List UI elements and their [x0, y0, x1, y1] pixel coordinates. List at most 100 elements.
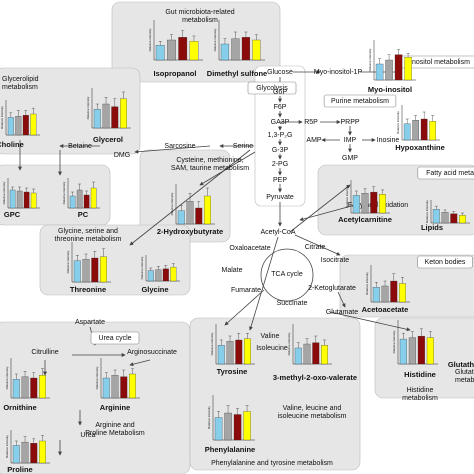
axis-label: Relative intensity [148, 28, 152, 51]
error-bar [188, 193, 192, 202]
error-bar [169, 34, 173, 40]
bar [155, 269, 162, 282]
bar [170, 266, 177, 282]
bar [178, 37, 188, 61]
pathway-label-box [247, 81, 297, 95]
error-bar [401, 277, 405, 284]
pathway-label: Glutath [455, 369, 474, 376]
metabolite-name: Glycine [141, 285, 168, 294]
pathway-node: Acetyl-CoA [260, 229, 295, 236]
error-bar [387, 54, 391, 60]
arrow [329, 311, 411, 332]
bar [426, 337, 434, 365]
metabolite-name: PC [78, 210, 89, 219]
error-bar [32, 372, 36, 378]
axis-label: Relative intensity [95, 366, 99, 389]
error-bar [71, 191, 75, 196]
error-bar [401, 333, 405, 340]
bar [235, 339, 243, 365]
metabolite-name: Glutathi [448, 360, 474, 369]
metabolite-name: Glycerol [93, 135, 123, 144]
bar [321, 345, 328, 365]
pathway-label-box [90, 331, 140, 345]
bar [429, 121, 437, 141]
bar [204, 195, 211, 225]
error-bar [92, 181, 96, 188]
pathway-node: Urea [80, 432, 95, 439]
pathway-node: F6P [274, 104, 287, 111]
metabolite-name: GPC [4, 210, 21, 219]
axis-label: Relative intensity [396, 111, 400, 134]
axis-label: Relative intensity [287, 332, 291, 355]
error-bar [206, 187, 210, 196]
axis-label: Relative intensity [62, 181, 66, 204]
error-bar [246, 333, 250, 339]
pathway-node: R5P [304, 119, 318, 126]
error-bar [32, 188, 36, 193]
pathway-label: Cysteine, methionine, [176, 157, 243, 164]
bar [30, 377, 38, 399]
bar [73, 260, 81, 283]
pathway-node: Sarcosine [164, 143, 195, 150]
bar [432, 209, 440, 224]
bar [30, 113, 37, 136]
bar [399, 283, 406, 303]
pathway-node: AMP [306, 137, 322, 144]
axis-label: Relative intensity [0, 106, 4, 129]
pathway-node: Oxaloacetate [229, 245, 270, 252]
bar [21, 376, 29, 399]
bar [404, 57, 412, 81]
metabolite-name: Acetylcarnitine [338, 215, 392, 224]
bar [450, 213, 458, 224]
pathway-label: Inositol metabolism [410, 59, 470, 66]
error-bar [41, 368, 45, 376]
bar [403, 123, 411, 141]
error-bar [381, 189, 385, 195]
metabolite-name: Phenylalanine [205, 445, 255, 454]
bar [420, 118, 428, 141]
pathway-node: Malate [221, 267, 242, 274]
bar [370, 191, 378, 214]
pathway-label-box [417, 255, 473, 269]
pathway-node: Succinate [277, 300, 308, 307]
error-bar [93, 251, 97, 258]
pathway-node: Glucose [267, 69, 293, 76]
pathway-label-box [417, 166, 474, 180]
error-bar [164, 265, 168, 269]
axis-label: Relative intensity [140, 256, 144, 279]
metabolite-name: Ornithine [3, 403, 36, 412]
error-bar [354, 190, 358, 196]
error-bar [414, 115, 418, 121]
pathway-node: Aspartate [75, 319, 105, 326]
axis-label: Relative intensity [392, 330, 396, 353]
bar [186, 201, 194, 225]
pathway-label: Glycerolipid [2, 76, 39, 83]
error-bar [236, 408, 240, 415]
error-bar [131, 368, 135, 374]
pathway-node: PRPP [340, 119, 359, 126]
pathway-node: Inosine [377, 137, 400, 144]
pathway-node: 2-PG [272, 161, 288, 168]
bar [417, 335, 425, 365]
bar [93, 109, 101, 129]
bar [381, 285, 389, 303]
metabolite-name: Proline [7, 465, 32, 474]
error-bar [197, 201, 201, 208]
error-bar [171, 263, 175, 268]
bar [361, 193, 369, 214]
bar [100, 256, 107, 283]
bar [243, 411, 251, 441]
bar [195, 207, 203, 225]
error-bar [102, 248, 106, 257]
pathway-node: 2-Ketoglutarate [308, 285, 356, 292]
error-bar [226, 405, 230, 413]
metabolite-name: Histidine [404, 370, 436, 379]
pathway-label: isoleucine metabolism [278, 413, 347, 420]
bar [23, 191, 30, 209]
pathway-label: SAM, taurine metabolism [171, 165, 249, 172]
bar [30, 192, 37, 209]
metabolite-name: 3-methyl-2-oxo-valerate [273, 373, 357, 382]
arrow [299, 204, 356, 222]
bar [102, 377, 110, 399]
tca-circle [260, 248, 314, 302]
